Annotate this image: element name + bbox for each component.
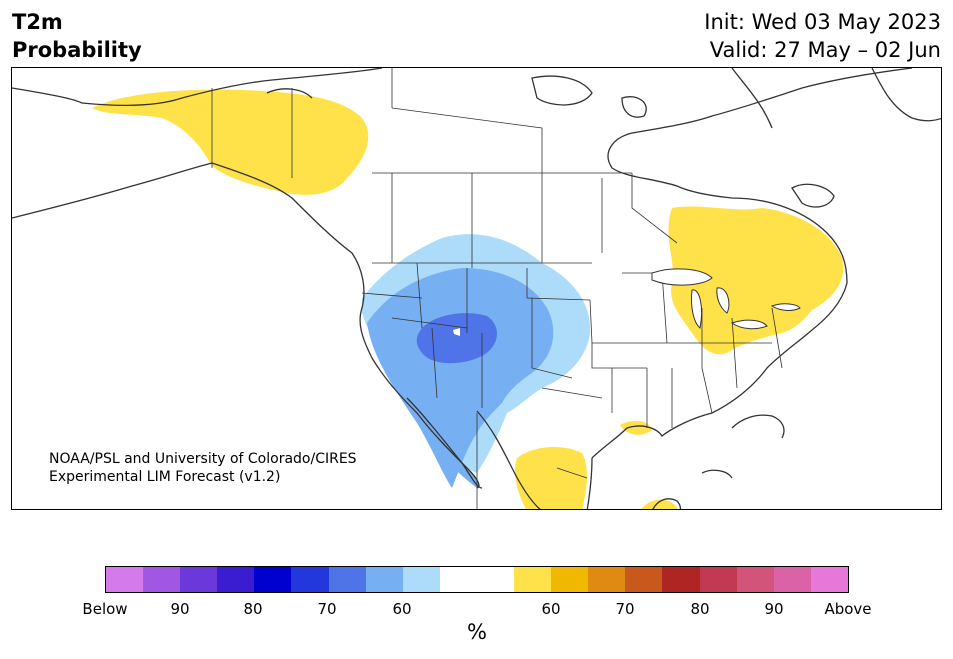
title-line-1: T2m xyxy=(12,10,63,34)
colorbar-segment xyxy=(551,567,589,592)
colorbar-segment xyxy=(514,567,552,592)
map-title: T2m Probability xyxy=(12,8,142,64)
colorbar-segment xyxy=(476,567,515,592)
credit-line-1: NOAA/PSL and University of Colorado/CIRE… xyxy=(49,451,357,467)
colorbar-segment xyxy=(625,567,663,592)
colorbar-segment xyxy=(365,567,403,592)
above-60-alaska-canada xyxy=(92,89,369,195)
colorbar-segment xyxy=(180,567,218,592)
init-date: Init: Wed 03 May 2023 xyxy=(704,10,941,34)
colorbar-segment xyxy=(810,567,848,592)
white-hole xyxy=(453,328,460,336)
title-line-2: Probability xyxy=(12,38,142,62)
below-70-west xyxy=(367,268,554,488)
colorbar-segment xyxy=(217,567,255,592)
credit-line-2: Experimental LIM Forecast (v1.2) xyxy=(49,469,281,485)
colorbar-segment xyxy=(254,567,292,592)
colorbar xyxy=(105,566,849,593)
political-borders xyxy=(211,68,783,509)
colorbar-segment xyxy=(699,567,737,592)
colorbar-tick-label: 70 xyxy=(317,600,337,618)
probability-shading xyxy=(92,89,844,509)
colorbar-segment xyxy=(402,567,440,592)
great-lakes xyxy=(651,268,801,330)
colorbar-segment xyxy=(291,567,329,592)
colorbar-tick-label: 80 xyxy=(243,600,263,618)
colorbar-tick-label: 60 xyxy=(541,600,561,618)
colorbar-tick-label: 90 xyxy=(170,600,190,618)
colorbar-segment xyxy=(736,567,774,592)
colorbar-segment xyxy=(143,567,181,592)
colorbar-tick-label: 70 xyxy=(615,600,635,618)
colorbar-tick-label: 60 xyxy=(392,600,412,618)
above-60-florida-tip xyxy=(620,420,652,435)
coastlines xyxy=(12,68,941,509)
colorbar-segment xyxy=(439,567,477,592)
map-svg xyxy=(12,68,941,509)
credit-text: NOAA/PSL and University of Colorado/CIRE… xyxy=(49,450,357,486)
colorbar-segment xyxy=(588,567,626,592)
colorbar-segment xyxy=(662,567,700,592)
valid-range: Valid: 27 May – 02 Jun xyxy=(709,38,941,62)
above-60-mexico-gulf xyxy=(515,447,587,509)
colorbar-units: % xyxy=(467,620,487,644)
above-60-great-lakes-northeast xyxy=(668,206,844,355)
forecast-dates: Init: Wed 03 May 2023 Valid: 27 May – 02… xyxy=(704,8,941,64)
colorbar-segment xyxy=(106,567,144,592)
map-panel xyxy=(11,67,942,510)
colorbar-segment xyxy=(773,567,811,592)
above-60-yucatan xyxy=(642,499,677,509)
colorbar-tick-label: Above xyxy=(824,600,872,618)
colorbar-segment xyxy=(328,567,366,592)
colorbar-tick-label: 90 xyxy=(764,600,784,618)
colorbar-tick-label: Below xyxy=(82,600,128,618)
colorbar-tick-label: 80 xyxy=(690,600,710,618)
below-80-four-corners xyxy=(416,313,498,364)
